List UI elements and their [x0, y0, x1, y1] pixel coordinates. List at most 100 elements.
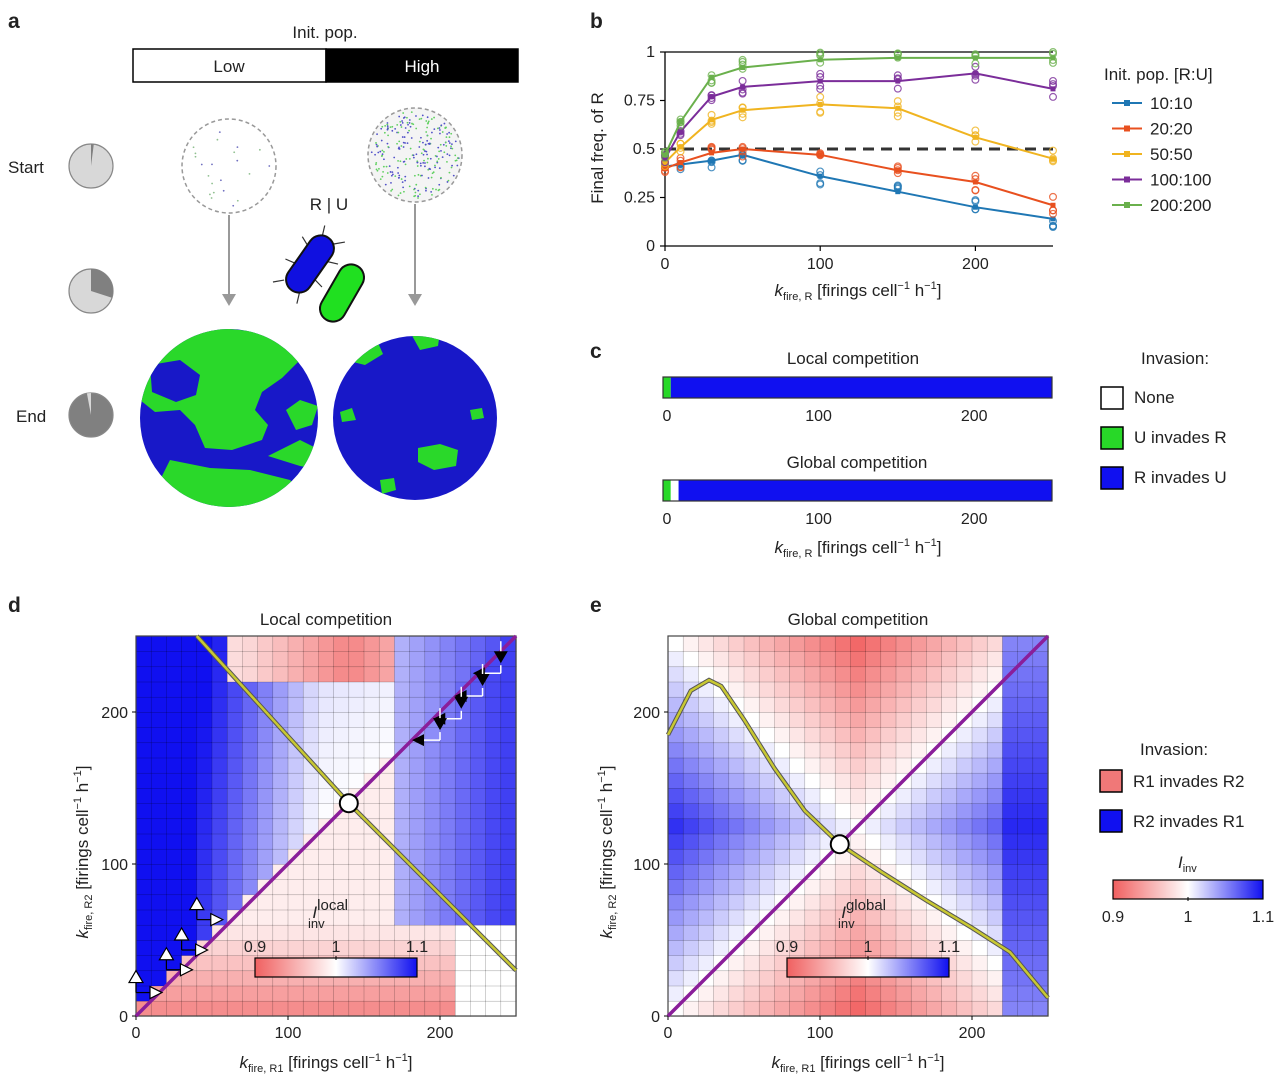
cell-dot — [426, 153, 428, 156]
heatmap-cell — [150, 787, 168, 804]
heatmap-cell — [272, 772, 289, 789]
cell-dot — [401, 136, 404, 138]
high-label: High — [405, 57, 440, 76]
heatmap-cell — [1002, 711, 1019, 728]
heatmap-cell — [926, 985, 943, 1002]
heatmap-cell — [439, 1000, 456, 1017]
cell-dot — [391, 125, 394, 128]
b-mean-point — [972, 179, 978, 185]
cell-dot — [412, 154, 415, 157]
inner-colorbar: Iglobal inv 0.9 1 1.1 — [776, 897, 960, 978]
heatmap-cell — [394, 772, 411, 789]
heatmap-cell — [409, 635, 426, 652]
heatmap-cell — [804, 742, 821, 759]
heatmap-cell — [287, 939, 304, 956]
heatmap-cell — [287, 863, 304, 880]
heatmap-cell — [242, 802, 259, 820]
heatmap-cell — [971, 772, 988, 789]
heatmap-cell — [910, 787, 928, 804]
cell-dot — [430, 137, 432, 140]
panel-label-b: b — [590, 10, 603, 33]
heatmap-cell — [1017, 894, 1034, 911]
heatmap-cell — [181, 772, 198, 789]
b-replicate-point — [971, 196, 980, 205]
inner-colorbar-tick: 1 — [332, 939, 341, 956]
heatmap-cell — [454, 878, 472, 896]
heatmap-cell — [728, 833, 745, 850]
c-strip-segment — [670, 480, 679, 501]
heatmap-cell — [454, 1000, 472, 1017]
heatmap-cell — [439, 742, 456, 759]
heatmap-cell — [941, 878, 958, 896]
e-x-axis-label: kfire, R1 [firings cell−1 h−1] — [771, 1052, 944, 1075]
heatmap-cell — [394, 818, 411, 835]
heatmap-cell — [150, 878, 168, 896]
heatmap-cell — [287, 909, 304, 926]
b-mean-point — [895, 189, 901, 195]
heatmap-cell — [378, 878, 396, 896]
heatmap-cell — [774, 878, 791, 896]
b-replicate-point — [1048, 92, 1057, 101]
heatmap-cell — [150, 1000, 168, 1017]
heatmap-cell — [834, 787, 852, 804]
heatmap-cell — [333, 848, 350, 865]
cell-dot — [391, 171, 394, 174]
heatmap-cell — [682, 742, 700, 759]
heatmap-cell — [1032, 726, 1049, 744]
heatmap-cell — [682, 863, 700, 880]
cell-dot — [427, 157, 429, 160]
heatmap-cell — [774, 726, 791, 744]
heatmap-cell — [1032, 939, 1049, 956]
heatmap-cell — [166, 863, 183, 880]
heatmap-cell — [819, 939, 836, 956]
heatmap-cell — [333, 1000, 350, 1017]
b-mean-point — [740, 146, 746, 152]
b-legend-label: 10:10 — [1150, 94, 1193, 113]
b-series-line — [664, 72, 1054, 160]
heatmap-cell — [667, 787, 684, 804]
heatmap-cell — [287, 894, 304, 911]
b-y-tick-label: 0 — [646, 238, 655, 255]
heatmap-cell — [804, 666, 821, 683]
cell-dot — [396, 166, 399, 169]
heatmap-cell — [363, 985, 380, 1002]
cell-dot — [426, 161, 429, 164]
c-legend-r-invades-u: R invades U — [1100, 466, 1227, 490]
b-mean-point — [817, 57, 823, 63]
low-label: Low — [213, 57, 245, 76]
heatmap-cell — [850, 757, 867, 774]
heatmap-cell — [485, 772, 502, 789]
init-pop-title: Init. pop. — [292, 23, 357, 42]
cell-dot — [382, 170, 384, 173]
heatmap-cell — [378, 802, 396, 820]
cell-dot — [403, 136, 406, 138]
heatmap-cell — [804, 848, 821, 865]
heatmap-cell — [226, 726, 244, 744]
cell-dot — [390, 181, 392, 184]
heatmap-cell — [226, 772, 244, 789]
b-replicate-point — [738, 76, 747, 85]
heatmap-cell — [287, 696, 304, 713]
heatmap-cell — [758, 711, 776, 728]
heatmap-cell — [986, 985, 1004, 1002]
cell-dot — [380, 155, 383, 157]
heatmap-cell — [257, 863, 274, 880]
heatmap-cell — [1032, 757, 1049, 774]
heatmap-cell — [424, 909, 441, 926]
heatmap-cell — [713, 1000, 730, 1017]
de-legend-r2: R2 invades R1 — [1099, 809, 1245, 833]
heatmap-cell — [971, 711, 988, 728]
y-tick-label: 100 — [101, 857, 128, 874]
heatmap-cell — [272, 909, 289, 926]
cell-dot — [408, 129, 410, 132]
cell-dot — [393, 156, 396, 159]
heatmap-cell — [424, 863, 441, 880]
colony-end-high — [333, 336, 497, 500]
cell-dot — [431, 172, 434, 175]
heatmap-cell — [196, 757, 213, 774]
cell-dot — [382, 150, 385, 153]
d-x-axis-label: kfire, R1 [firings cell−1 h−1] — [239, 1052, 412, 1075]
heatmap-cell — [409, 681, 426, 698]
b-legend-item: 100:100 — [1112, 171, 1211, 190]
